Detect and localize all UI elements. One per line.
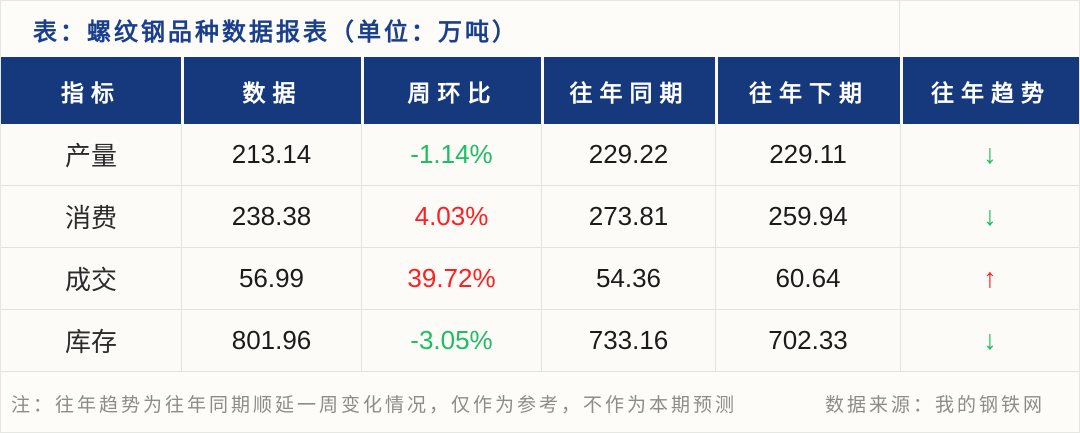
indicator-label: 产量 <box>64 141 117 171</box>
prev-next-value: 702.33 <box>768 325 848 355</box>
indicator-cell: 成交 <box>1 248 181 309</box>
footnote: 注：往年趋势为往年同期顺延一周变化情况，仅作为参考，不作为本期预测 <box>11 394 738 416</box>
title-row: 表：螺纹钢品种数据报表（单位：万吨） <box>1 1 1079 57</box>
column-header-wow: 周环比 <box>361 57 541 124</box>
wow-value: -3.05% <box>410 325 493 355</box>
column-header-data: 数据 <box>181 57 361 124</box>
column-header-trend: 往年趋势 <box>900 57 1079 124</box>
indicator-label: 成交 <box>64 265 117 295</box>
wow-cell: 4.03% <box>361 186 541 247</box>
data-value: 238.38 <box>231 201 312 231</box>
wow-cell: 39.72% <box>361 248 541 309</box>
column-header-prev-next: 往年下期 <box>715 57 900 124</box>
indicator-label: 库存 <box>64 327 117 357</box>
prev-same-cell: 733.16 <box>541 310 715 371</box>
wow-cell: -3.05% <box>361 310 541 371</box>
indicator-cell: 产量 <box>1 124 181 185</box>
table-row: 成交 56.99 39.72% 54.36 60.64 ↑ <box>1 248 1079 310</box>
table-header-row: 指标 数据 周环比 往年同期 往年下期 往年趋势 <box>1 57 1079 124</box>
table-row: 产量 213.14 -1.14% 229.22 229.11 ↓ <box>1 124 1079 186</box>
wow-value: 4.03% <box>414 201 489 231</box>
wow-cell: -1.14% <box>361 124 541 185</box>
table-row: 库存 801.96 -3.05% 733.16 702.33 ↓ <box>1 310 1079 372</box>
trend-cell: ↓ <box>900 124 1079 185</box>
data-cell: 213.14 <box>181 124 361 185</box>
trend-arrow-icon: ↓ <box>983 201 997 231</box>
prev-next-cell: 259.94 <box>715 186 900 247</box>
data-value: 213.14 <box>231 139 312 169</box>
indicator-cell: 库存 <box>1 310 181 371</box>
title-spacer <box>900 1 1079 57</box>
page-title: 表：螺纹钢品种数据报表（单位：万吨） <box>33 19 519 46</box>
wow-value: -1.14% <box>410 139 493 169</box>
data-cell: 238.38 <box>181 186 361 247</box>
prev-next-value: 229.11 <box>769 139 847 169</box>
prev-same-value: 54.36 <box>595 263 662 293</box>
prev-next-value: 259.94 <box>768 201 848 231</box>
prev-same-cell: 273.81 <box>541 186 715 247</box>
trend-arrow-icon: ↓ <box>983 325 997 355</box>
prev-same-value: 273.81 <box>588 201 669 231</box>
indicator-label: 消费 <box>64 203 117 233</box>
prev-next-cell: 60.64 <box>715 248 900 309</box>
prev-next-cell: 229.11 <box>715 124 900 185</box>
trend-cell: ↓ <box>900 310 1079 371</box>
data-source: 数据来源：我的钢铁网 <box>824 394 1045 416</box>
title-cell: 表：螺纹钢品种数据报表（单位：万吨） <box>1 1 900 57</box>
trend-arrow-icon: ↑ <box>983 263 997 293</box>
footer-row: 注：往年趋势为往年同期顺延一周变化情况，仅作为参考，不作为本期预测 数据来源：我… <box>1 372 1079 432</box>
prev-same-value: 733.16 <box>588 325 669 355</box>
column-header-indicator: 指标 <box>1 57 181 124</box>
prev-next-cell: 702.33 <box>715 310 900 371</box>
trend-cell: ↓ <box>900 186 1079 247</box>
trend-cell: ↑ <box>900 248 1079 309</box>
data-value: 801.96 <box>231 325 312 355</box>
prev-same-cell: 229.22 <box>541 124 715 185</box>
trend-arrow-icon: ↓ <box>983 139 997 169</box>
wow-value: 39.72% <box>407 263 496 293</box>
prev-same-cell: 54.36 <box>541 248 715 309</box>
prev-same-value: 229.22 <box>588 139 669 169</box>
table-row: 消费 238.38 4.03% 273.81 259.94 ↓ <box>1 186 1079 248</box>
column-header-prev-same: 往年同期 <box>541 57 715 124</box>
indicator-cell: 消费 <box>1 186 181 247</box>
prev-next-value: 60.64 <box>775 263 841 293</box>
data-value: 56.99 <box>238 263 305 293</box>
data-cell: 801.96 <box>181 310 361 371</box>
data-cell: 56.99 <box>181 248 361 309</box>
